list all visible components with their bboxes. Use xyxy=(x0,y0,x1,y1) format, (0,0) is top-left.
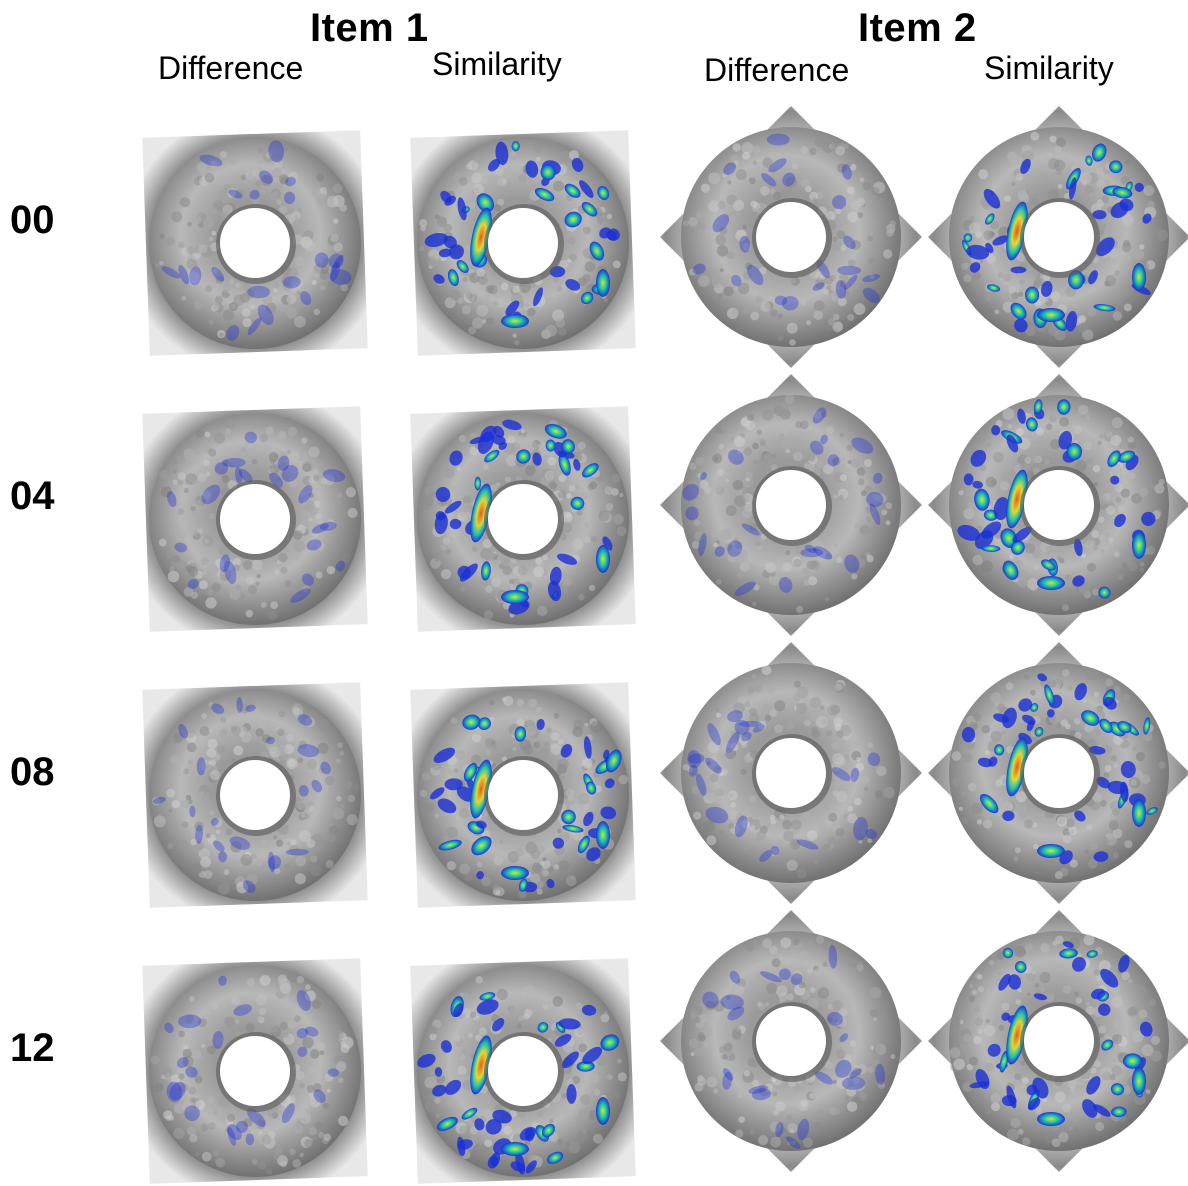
center-hole xyxy=(488,484,558,554)
item-1-title: Item 1 xyxy=(310,6,429,50)
row-label-04: 04 xyxy=(10,474,55,518)
row-label-00: 00 xyxy=(10,198,55,242)
item-2-similarity-header: Similarity xyxy=(984,50,1114,86)
item-2-similarity-image-08 xyxy=(924,638,1188,908)
item-2-similarity-image-04 xyxy=(924,370,1188,640)
center-hole xyxy=(220,208,290,278)
item-2-difference-image-00 xyxy=(656,102,926,372)
item-1-difference-header: Difference xyxy=(158,50,304,86)
item-2-title: Item 2 xyxy=(858,6,977,50)
center-hole xyxy=(1024,202,1094,272)
center-hole xyxy=(488,208,558,278)
item-2-similarity-image-00 xyxy=(924,102,1188,372)
center-hole xyxy=(488,1036,558,1106)
center-hole xyxy=(756,738,826,808)
item-2-similarity-image-12 xyxy=(924,906,1188,1176)
center-hole xyxy=(1024,738,1094,808)
item-1-difference-image-12 xyxy=(140,956,370,1186)
item-2-difference-image-04 xyxy=(656,370,926,640)
item-1-similarity-image-08 xyxy=(408,680,638,910)
row-label-12: 12 xyxy=(10,1026,55,1070)
center-hole xyxy=(756,202,826,272)
item-2-difference-header: Difference xyxy=(704,52,850,88)
center-hole xyxy=(1024,470,1094,540)
center-hole xyxy=(488,760,558,830)
row-label-08: 08 xyxy=(10,750,55,794)
center-hole xyxy=(756,470,826,540)
item-1-similarity-header: Similarity xyxy=(432,46,562,82)
center-hole xyxy=(220,484,290,554)
item-2-difference-image-08 xyxy=(656,638,926,908)
center-hole xyxy=(756,1006,826,1076)
center-hole xyxy=(1024,1006,1094,1076)
item-1-similarity-image-12 xyxy=(408,956,638,1186)
center-hole xyxy=(220,760,290,830)
item-1-similarity-image-00 xyxy=(408,128,638,358)
item-1-difference-image-08 xyxy=(140,680,370,910)
item-1-difference-image-00 xyxy=(140,128,370,358)
item-1-similarity-image-04 xyxy=(408,404,638,634)
center-hole xyxy=(220,1036,290,1106)
item-1-difference-image-04 xyxy=(140,404,370,634)
item-2-difference-image-12 xyxy=(656,906,926,1176)
